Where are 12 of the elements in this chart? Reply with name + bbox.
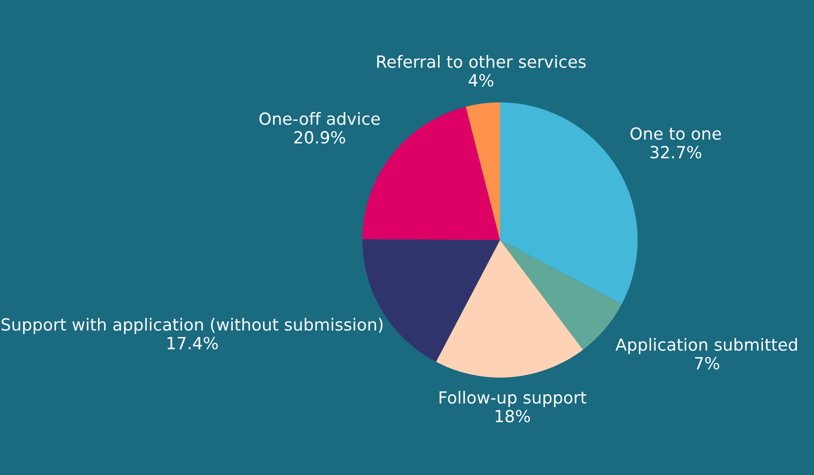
slice-label: Follow-up support <box>440 390 586 407</box>
slice-label: One-off advice <box>259 112 380 125</box>
slice-label: Application submitted <box>616 338 797 354</box>
data-label: 32.7% <box>650 146 702 158</box>
slice-label: Support with application (without submission) <box>2 318 383 334</box>
data-label: 20.9% <box>294 131 346 144</box>
data-label: 17.4% <box>168 336 218 350</box>
data-label: 18% <box>496 410 530 422</box>
data-label: 7% <box>695 356 720 370</box>
slice-label: One to one <box>630 127 721 140</box>
slice-label: Referral to other services <box>377 55 586 68</box>
data-label: 4% <box>468 74 494 87</box>
